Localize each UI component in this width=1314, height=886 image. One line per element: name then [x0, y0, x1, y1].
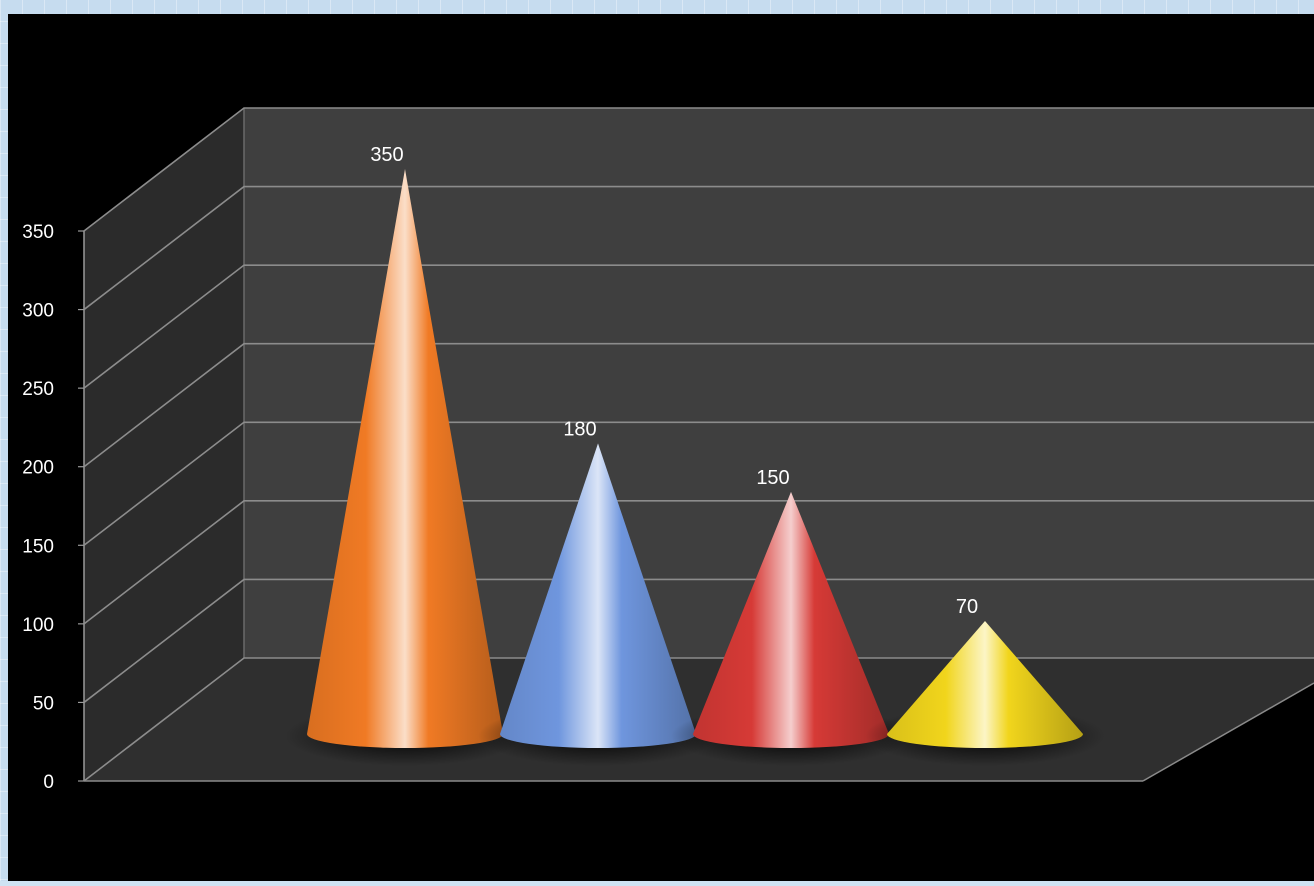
data-label: 180 — [563, 418, 596, 440]
y-tick-label: 200 — [22, 458, 54, 479]
cone-bar — [307, 169, 503, 748]
cone-bar — [500, 443, 696, 748]
data-label: 350 — [370, 144, 403, 166]
gridline — [83, 264, 1314, 389]
data-labels: 350 180 150 70 — [370, 144, 978, 618]
y-tick-label: 100 — [22, 615, 54, 636]
gridline — [83, 185, 1314, 311]
gridline — [83, 107, 1314, 232]
y-axis-tick-labels: 0 50 100 150 200 250 300 350 — [22, 222, 84, 793]
cone-bar — [887, 621, 1083, 748]
floor-right-edge — [1142, 682, 1314, 782]
data-label: 70 — [956, 596, 978, 618]
y-tick-label: 300 — [22, 301, 54, 322]
gridline — [83, 342, 1314, 468]
cone-series — [285, 169, 1105, 766]
y-tick-label: 250 — [22, 379, 54, 400]
y-tick-label: 0 — [43, 772, 54, 793]
gridline — [83, 500, 1314, 625]
chart-walls — [83, 108, 1314, 782]
chart-area: 0 50 100 150 200 250 300 350 350 180 150 70 — [8, 14, 1314, 881]
gridline — [83, 421, 1314, 546]
y-tick-label: 50 — [33, 693, 54, 714]
gridline — [83, 578, 1314, 704]
side-wall — [84, 108, 244, 781]
y-tick-label: 150 — [22, 536, 54, 557]
back-wall — [244, 108, 1314, 658]
data-label: 150 — [756, 467, 789, 489]
y-tick-label: 350 — [22, 222, 54, 243]
cone-bar — [693, 491, 889, 748]
cone-chart: 0 50 100 150 200 250 300 350 350 180 150 70 — [22, 107, 1314, 793]
